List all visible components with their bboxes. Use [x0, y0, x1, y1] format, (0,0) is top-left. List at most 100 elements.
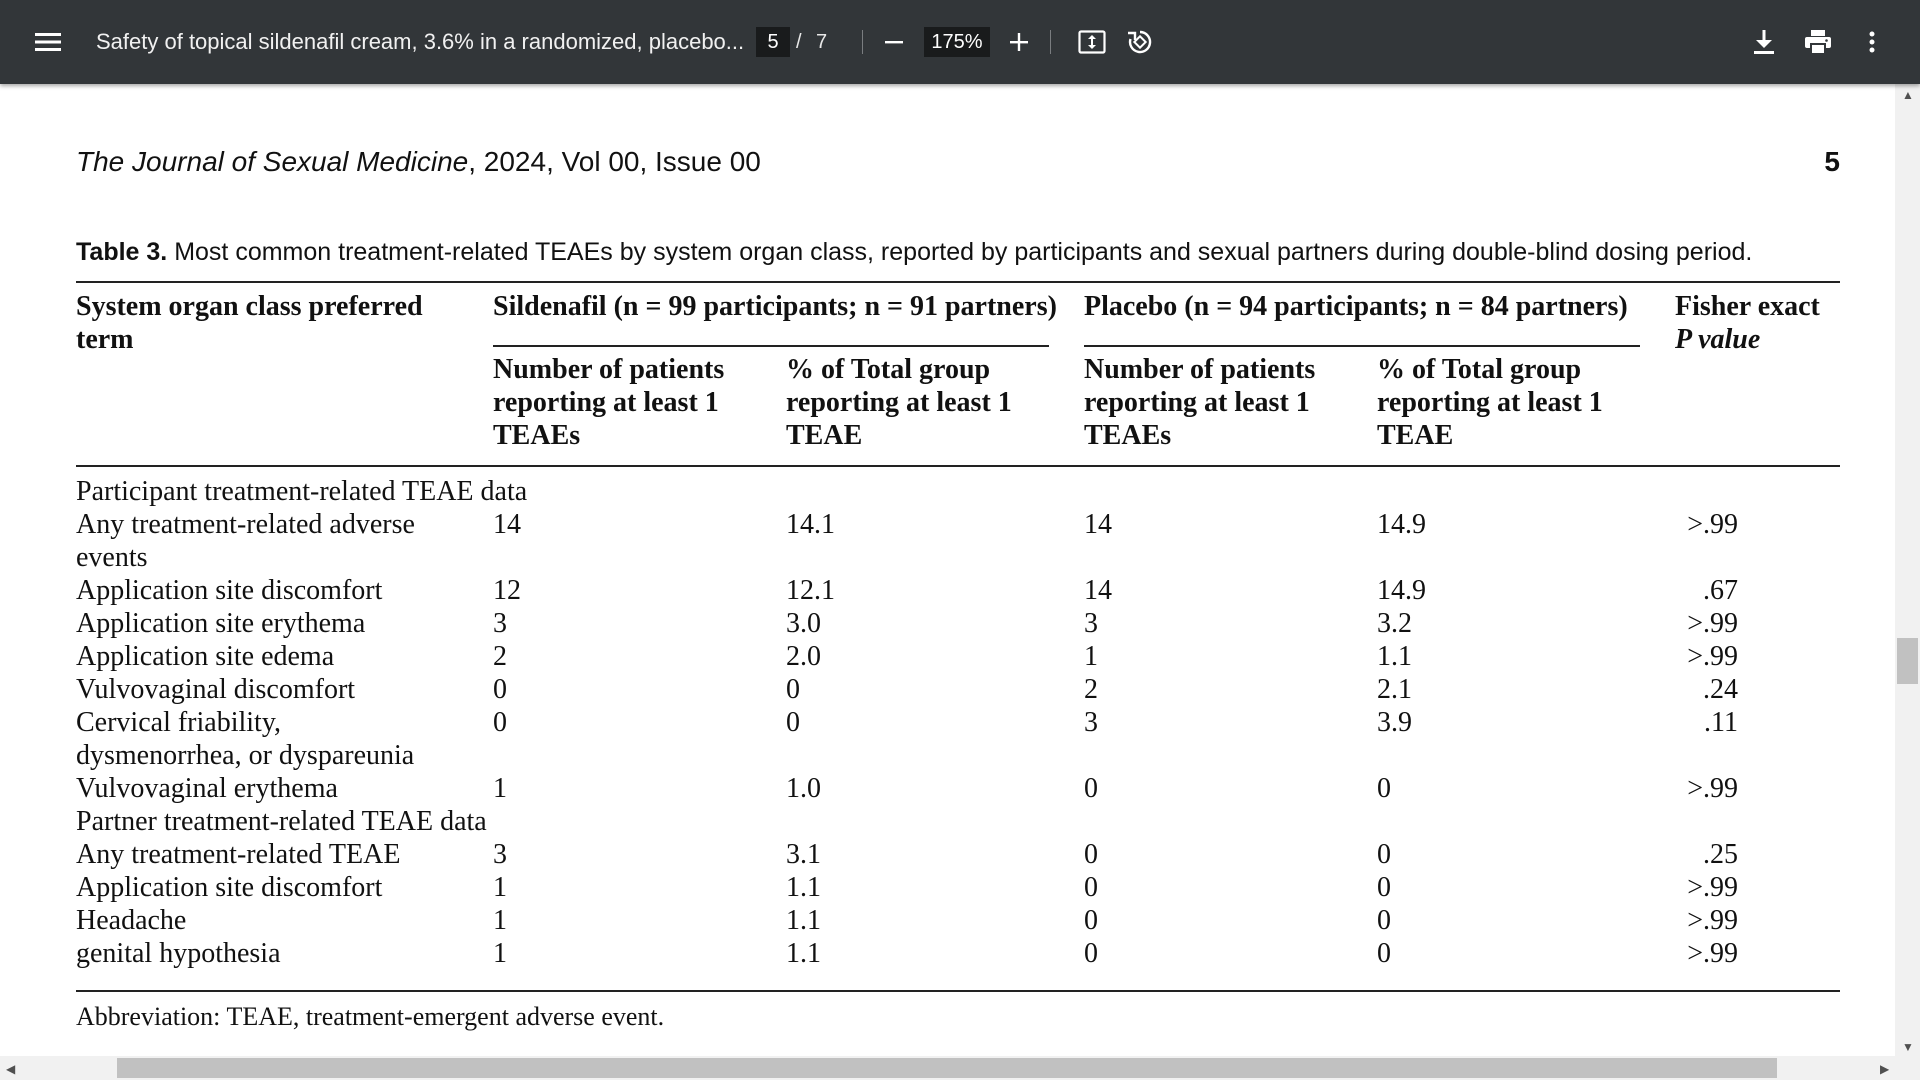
print-icon[interactable] — [1798, 22, 1838, 62]
cell-sildenafil-pct: 12.1 — [786, 575, 835, 606]
download-icon[interactable] — [1744, 22, 1784, 62]
journal-name: The Journal of Sexual Medicine — [76, 146, 469, 177]
cell-sildenafil-n: 2 — [493, 641, 507, 672]
table-row-term: Vulvovaginal discomfort — [76, 674, 356, 705]
cell-placebo-n: 14 — [1084, 575, 1112, 606]
header-line: % of Total group — [1377, 354, 1582, 385]
col-group-sildenafil: Sildenafil (n = 99 participants; n = 91 … — [493, 291, 1057, 322]
section-label-partner: Partner treatment-related TEAE data — [76, 806, 487, 837]
cell-sildenafil-pct: 1.1 — [786, 872, 821, 903]
header-line: P value — [1675, 323, 1820, 356]
cell-placebo-n: 3 — [1084, 608, 1098, 639]
page-separator: / — [796, 31, 802, 53]
cell-p-value: .67 — [1703, 575, 1738, 606]
cell-sildenafil-pct: 1.1 — [786, 905, 821, 936]
cell-sildenafil-n: 0 — [493, 707, 507, 738]
cell-placebo-n: 3 — [1084, 707, 1098, 738]
vertical-scroll-thumb[interactable] — [1897, 638, 1918, 684]
cell-p-value: >.99 — [1687, 608, 1738, 639]
pdf-toolbar: Safety of topical sildenafil cream, 3.6%… — [0, 0, 1920, 84]
cell-placebo-pct: 3.2 — [1377, 608, 1412, 639]
header-line: % of Total group — [786, 354, 991, 385]
zoom-input[interactable]: 175% — [924, 27, 990, 57]
header-line: Number of patients — [1084, 354, 1316, 385]
header-line: TEAE — [786, 420, 863, 451]
menu-icon[interactable] — [28, 22, 68, 62]
cell-placebo-n: 0 — [1084, 938, 1098, 969]
cell-sildenafil-pct: 2.0 — [786, 641, 821, 672]
cell-placebo-pct: 2.1 — [1377, 674, 1412, 705]
cell-p-value: >.99 — [1687, 872, 1738, 903]
cell-p-value: >.99 — [1687, 641, 1738, 672]
minus-icon[interactable] — [874, 22, 914, 62]
more-vert-icon[interactable] — [1852, 22, 1892, 62]
cell-sildenafil-pct: 3.0 — [786, 608, 821, 639]
vertical-scrollbar[interactable] — [1895, 84, 1920, 1056]
cell-placebo-n: 0 — [1084, 872, 1098, 903]
cell-placebo-pct: 0 — [1377, 872, 1391, 903]
header-line: Number of patients — [493, 354, 725, 385]
col-header-sildenafil-percent: % of Total group reporting at least 1 TE… — [786, 353, 1012, 452]
table-row-term: Application site erythema — [76, 608, 366, 639]
cell-placebo-pct: 3.9 — [1377, 707, 1412, 738]
document-title: Safety of topical sildenafil cream, 3.6%… — [96, 29, 745, 54]
cell-p-value: >.99 — [1687, 905, 1738, 936]
cell-sildenafil-n: 1 — [493, 905, 507, 936]
section-label-participant: Participant treatment-related TEAE data — [76, 476, 528, 507]
cell-sildenafil-pct: 0 — [786, 674, 800, 705]
cell-placebo-pct: 0 — [1377, 938, 1391, 969]
col-group-placebo: Placebo (n = 94 participants; n = 84 par… — [1084, 291, 1628, 322]
cell-sildenafil-pct: 1.1 — [786, 938, 821, 969]
cell-placebo-n: 0 — [1084, 839, 1098, 870]
header-line: reporting at least 1 — [493, 387, 719, 418]
plus-icon[interactable] — [999, 22, 1039, 62]
term-line: dysmenorrhea, or dyspareunia — [76, 740, 415, 771]
cell-sildenafil-n: 1 — [493, 773, 507, 804]
term-line: Cervical friability, — [76, 707, 281, 738]
cell-sildenafil-n: 3 — [493, 839, 507, 870]
table-caption-text: Most common treatment-related TEAEs by s… — [167, 238, 1753, 266]
page-number-input[interactable]: 5 — [756, 27, 790, 57]
scroll-left-icon[interactable]: ◀ — [6, 1062, 16, 1076]
cell-sildenafil-n: 1 — [493, 938, 507, 969]
table-label: Table 3. — [76, 238, 168, 266]
journal-issue: , 2024, Vol 00, Issue 00 — [468, 146, 761, 177]
scroll-right-icon[interactable]: ▶ — [1880, 1062, 1890, 1076]
scroll-up-icon[interactable]: ▲ — [1902, 88, 1914, 102]
col-header-term: System organ class preferred term — [76, 290, 423, 356]
fit-page-icon[interactable] — [1072, 22, 1112, 62]
page-total: 7 — [816, 31, 828, 53]
cell-placebo-n: 2 — [1084, 674, 1098, 705]
cell-sildenafil-n: 12 — [493, 575, 521, 606]
cell-sildenafil-n: 14 — [493, 509, 521, 540]
header-line: reporting at least 1 — [1377, 387, 1603, 418]
cell-sildenafil-pct: 14.1 — [786, 509, 835, 540]
cell-sildenafil-n: 3 — [493, 608, 507, 639]
cell-p-value: .11 — [1704, 707, 1738, 738]
cell-placebo-pct: 14.9 — [1377, 575, 1426, 606]
pdf-page: The Journal of Sexual Medicine, 2024, Vo… — [0, 84, 1895, 1056]
cell-sildenafil-n: 1 — [493, 872, 507, 903]
cell-placebo-pct: 0 — [1377, 773, 1391, 804]
running-head: The Journal of Sexual Medicine, 2024, Vo… — [76, 146, 761, 178]
cell-placebo-pct: 0 — [1377, 839, 1391, 870]
cell-p-value: >.99 — [1687, 773, 1738, 804]
cell-p-value: .25 — [1703, 839, 1738, 870]
rotate-icon[interactable] — [1120, 22, 1160, 62]
term-line: Any treatment-related adverse — [76, 509, 415, 540]
col-header-placebo-percent: % of Total group reporting at least 1 TE… — [1377, 353, 1603, 452]
header-line: reporting at least 1 — [1084, 387, 1310, 418]
cell-placebo-n: 14 — [1084, 509, 1112, 540]
cell-p-value: >.99 — [1687, 938, 1738, 969]
table-row-term: Any treatment-related adverse events — [76, 508, 456, 574]
scroll-down-icon[interactable]: ▼ — [1902, 1040, 1914, 1054]
table-row-term: genital hypothesia — [76, 938, 281, 969]
table-row-term: Headache — [76, 905, 187, 936]
header-line: term — [76, 324, 134, 355]
horizontal-scroll-thumb[interactable] — [117, 1058, 1777, 1078]
table-row-term: Application site discomfort — [76, 575, 383, 606]
header-line: Fisher exact — [1675, 291, 1820, 322]
header-p-text: P value — [1675, 324, 1761, 355]
term-line: events — [76, 542, 148, 573]
page-number: 5 — [1824, 146, 1840, 177]
